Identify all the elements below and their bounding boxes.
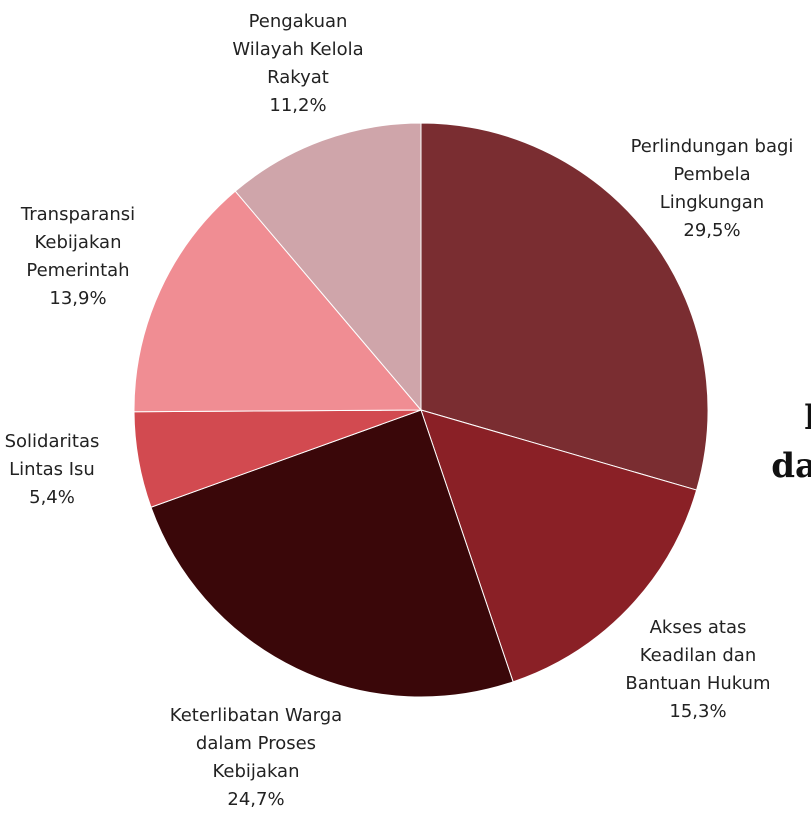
label-line: Keterlibatan Warga [169, 705, 343, 726]
label-line: Bantuan Hukum [625, 673, 771, 694]
slice-label: Keterlibatan Warga dalam Proses Kebijakan 2… [106, 702, 406, 814]
pie-slice [234, 122, 422, 412]
label-line: Keadilan dan [639, 645, 757, 666]
pie-slice [420, 409, 698, 683]
label-line: Wilayah Kelola [232, 39, 364, 60]
label-line: Akses atas [649, 617, 747, 638]
label-line: Solidaritas [4, 431, 100, 452]
label-line: Rakyat [267, 67, 329, 88]
label-line: Pengakuan [248, 11, 348, 32]
slice-label: Perlindungan bagi Pembela Lingkungan 29,5% [562, 133, 811, 245]
pie-slice [133, 190, 423, 413]
pie-slice [150, 409, 514, 698]
slice-label: Akses atas Keadilan dan Bantuan Hukum 15,3% [548, 614, 811, 726]
label-line: Perlindungan bagi [630, 136, 794, 157]
slice-label: Transparansi Kebijakan Pemerintah 13,9% [0, 201, 228, 313]
value-label: 29,5% [683, 220, 741, 241]
label-line: Kebijakan [212, 761, 300, 782]
value-label: 15,3% [669, 701, 727, 722]
label-line: Pemerintah [26, 260, 130, 281]
slice-label: Pengakuan Wilayah Kelola Rakyat 11,2% [148, 8, 448, 120]
label-line: Kebijakan [34, 232, 122, 253]
value-label: 13,9% [49, 288, 107, 309]
label-line: Lingkungan [659, 192, 765, 213]
value-label: 11,2% [269, 95, 327, 116]
label-line: Lintas Isu [9, 459, 95, 480]
label-line: Transparansi [20, 204, 136, 225]
value-label: 24,7% [227, 789, 285, 810]
background-text: l [804, 398, 811, 438]
label-line: dalam Proses [195, 733, 317, 754]
value-label: 5,4% [29, 487, 75, 508]
pie-slice [420, 122, 709, 491]
label-line: Pembela [673, 164, 751, 185]
slice-label: Solidaritas Lintas Isu 5,4% [0, 428, 202, 512]
background-text: da [771, 446, 811, 486]
